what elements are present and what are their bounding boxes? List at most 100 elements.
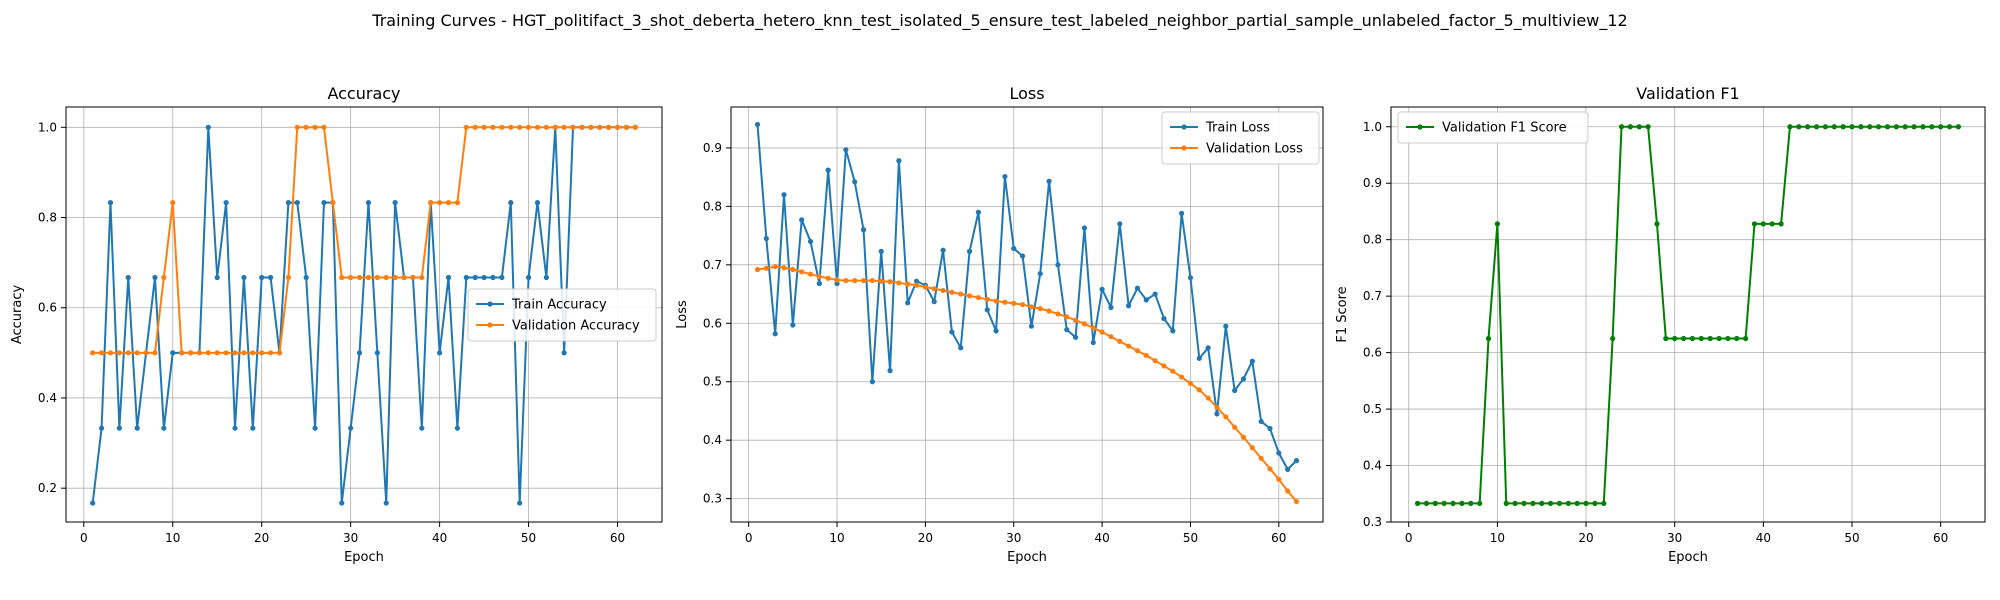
accuracy-validation-accuracy-point [339, 274, 345, 281]
f1-validation-f1-score-point [1485, 335, 1492, 342]
accuracy-x-tick-label: 0 [80, 531, 88, 545]
accuracy-validation-accuracy-point [534, 124, 541, 130]
loss-legend-swatch-marker [1181, 124, 1187, 130]
loss-train-loss-point [966, 248, 973, 254]
accuracy-validation-accuracy-point [561, 124, 567, 130]
f1-validation-f1-score-point [1610, 335, 1616, 342]
f1-validation-f1-score-point [1929, 124, 1935, 130]
loss-train-loss-point [1161, 315, 1167, 322]
accuracy-train-accuracy-point [543, 274, 549, 281]
loss-validation-loss-point [1258, 455, 1264, 461]
accuracy-train-accuracy-point [107, 200, 114, 206]
loss-x-tick-label: 60 [1271, 531, 1286, 545]
loss-validation-loss-point [1126, 343, 1132, 349]
f1-validation-f1-score-point [1796, 124, 1802, 130]
f1-validation-f1-score-point [1654, 221, 1660, 227]
accuracy-train-accuracy-point [241, 274, 247, 281]
loss-x-tick-label: 40 [1094, 531, 1109, 545]
accuracy-train-accuracy-point [348, 425, 354, 431]
accuracy-train-accuracy-point [534, 200, 541, 206]
loss-y-tick-label: 0.6 [703, 316, 722, 330]
loss-validation-loss-point [905, 281, 911, 287]
loss-train-loss-point [958, 345, 964, 351]
accuracy-validation-accuracy-point [107, 350, 114, 356]
loss-validation-loss-point [1108, 334, 1114, 340]
accuracy-train-accuracy-point [392, 200, 398, 206]
accuracy-validation-accuracy-point [276, 350, 283, 356]
accuracy-validation-accuracy-point [597, 124, 603, 130]
f1-validation-f1-score-point [1946, 124, 1953, 130]
loss-train-loss-point [825, 167, 831, 173]
loss-validation-loss-point [1276, 476, 1282, 482]
accuracy-validation-accuracy-point [356, 274, 363, 281]
accuracy-validation-accuracy-point [161, 274, 167, 281]
f1-validation-f1-score-point [1822, 124, 1829, 130]
loss-train-loss-point [807, 238, 814, 245]
loss-train-loss-point [1170, 328, 1176, 334]
accuracy-validation-accuracy-point [223, 350, 229, 356]
loss-title: Loss [1009, 84, 1044, 103]
f1-validation-f1-score-point [1521, 500, 1527, 506]
accuracy-validation-accuracy-point [623, 124, 630, 130]
loss-train-loss-point [905, 300, 911, 306]
accuracy-y-tick-label: 1.0 [38, 120, 57, 134]
accuracy-train-accuracy-point [285, 200, 291, 206]
accuracy-validation-accuracy-point [588, 124, 594, 130]
loss-train-loss-point [984, 307, 990, 313]
f1-validation-f1-score-point [1805, 124, 1811, 130]
loss-validation-loss-point [1055, 311, 1061, 317]
f1-validation-f1-score-point [1867, 124, 1873, 130]
loss-legend-label: Validation Loss [1206, 142, 1303, 157]
accuracy-validation-accuracy-point [410, 274, 416, 281]
loss-validation-loss-point [940, 287, 946, 294]
accuracy-validation-accuracy-point [294, 124, 300, 130]
accuracy-train-accuracy-point [134, 425, 140, 431]
accuracy-series-group [90, 124, 638, 506]
f1-validation-f1-score-point [1663, 335, 1669, 342]
loss-validation-loss-point [1117, 338, 1123, 344]
f1-validation-f1-score-point [1450, 500, 1456, 506]
loss-train-loss-point [1214, 411, 1220, 417]
loss-validation-loss-point [1002, 299, 1008, 305]
loss-y-tick-label: 0.8 [703, 199, 722, 213]
accuracy-validation-accuracy-point [196, 350, 203, 356]
loss-train-loss-point [1099, 286, 1105, 292]
f1-x-axis-label: Epoch [1668, 550, 1708, 565]
accuracy-validation-accuracy-point [348, 274, 354, 281]
loss-validation-loss-point [1214, 404, 1220, 411]
f1-validation-f1-score-point [1876, 124, 1882, 130]
accuracy-x-tick-label: 30 [343, 531, 358, 545]
accuracy-validation-accuracy-point [214, 350, 220, 356]
accuracy-train-accuracy-point [356, 350, 363, 356]
loss-validation-loss-point [1064, 314, 1070, 320]
accuracy-train-accuracy-point [223, 200, 229, 206]
loss-validation-loss-point [1240, 434, 1247, 440]
accuracy-train-accuracy-point [125, 274, 131, 281]
accuracy-legend: Train Accuracy Validation Accuracy [467, 288, 657, 342]
accuracy-train-accuracy-point [463, 274, 469, 281]
accuracy-x-axis-label: Epoch [344, 550, 384, 565]
accuracy-train-accuracy-point [508, 200, 514, 206]
loss-train-loss-point [1143, 297, 1149, 303]
f1-validation-f1-score-point [1707, 335, 1713, 342]
accuracy-legend-swatch-marker [487, 301, 493, 307]
f1-validation-f1-score-point [1583, 500, 1589, 506]
loss-train-loss-point [949, 329, 955, 335]
accuracy-validation-accuracy-point [472, 124, 478, 130]
loss-validation-loss-point [1187, 380, 1194, 387]
loss-y-tick-label: 0.9 [703, 141, 722, 155]
accuracy-validation-accuracy-point [143, 350, 149, 356]
accuracy-legend-box [467, 288, 657, 342]
accuracy-x-tick-label: 20 [254, 531, 269, 545]
loss-validation-loss-point [1285, 488, 1291, 494]
loss-train-loss-point [781, 192, 787, 198]
f1-validation-f1-score-point [1884, 124, 1891, 130]
loss-validation-loss-point [1196, 387, 1202, 393]
f1-validation-f1-score-point [1601, 500, 1607, 506]
accuracy-train-accuracy-point [312, 425, 318, 431]
loss-x-tick-label: 20 [918, 531, 933, 545]
accuracy-validation-accuracy-point [285, 274, 291, 281]
accuracy-y-tick-label: 0.6 [38, 301, 57, 315]
f1-validation-f1-score-point [1477, 500, 1483, 506]
